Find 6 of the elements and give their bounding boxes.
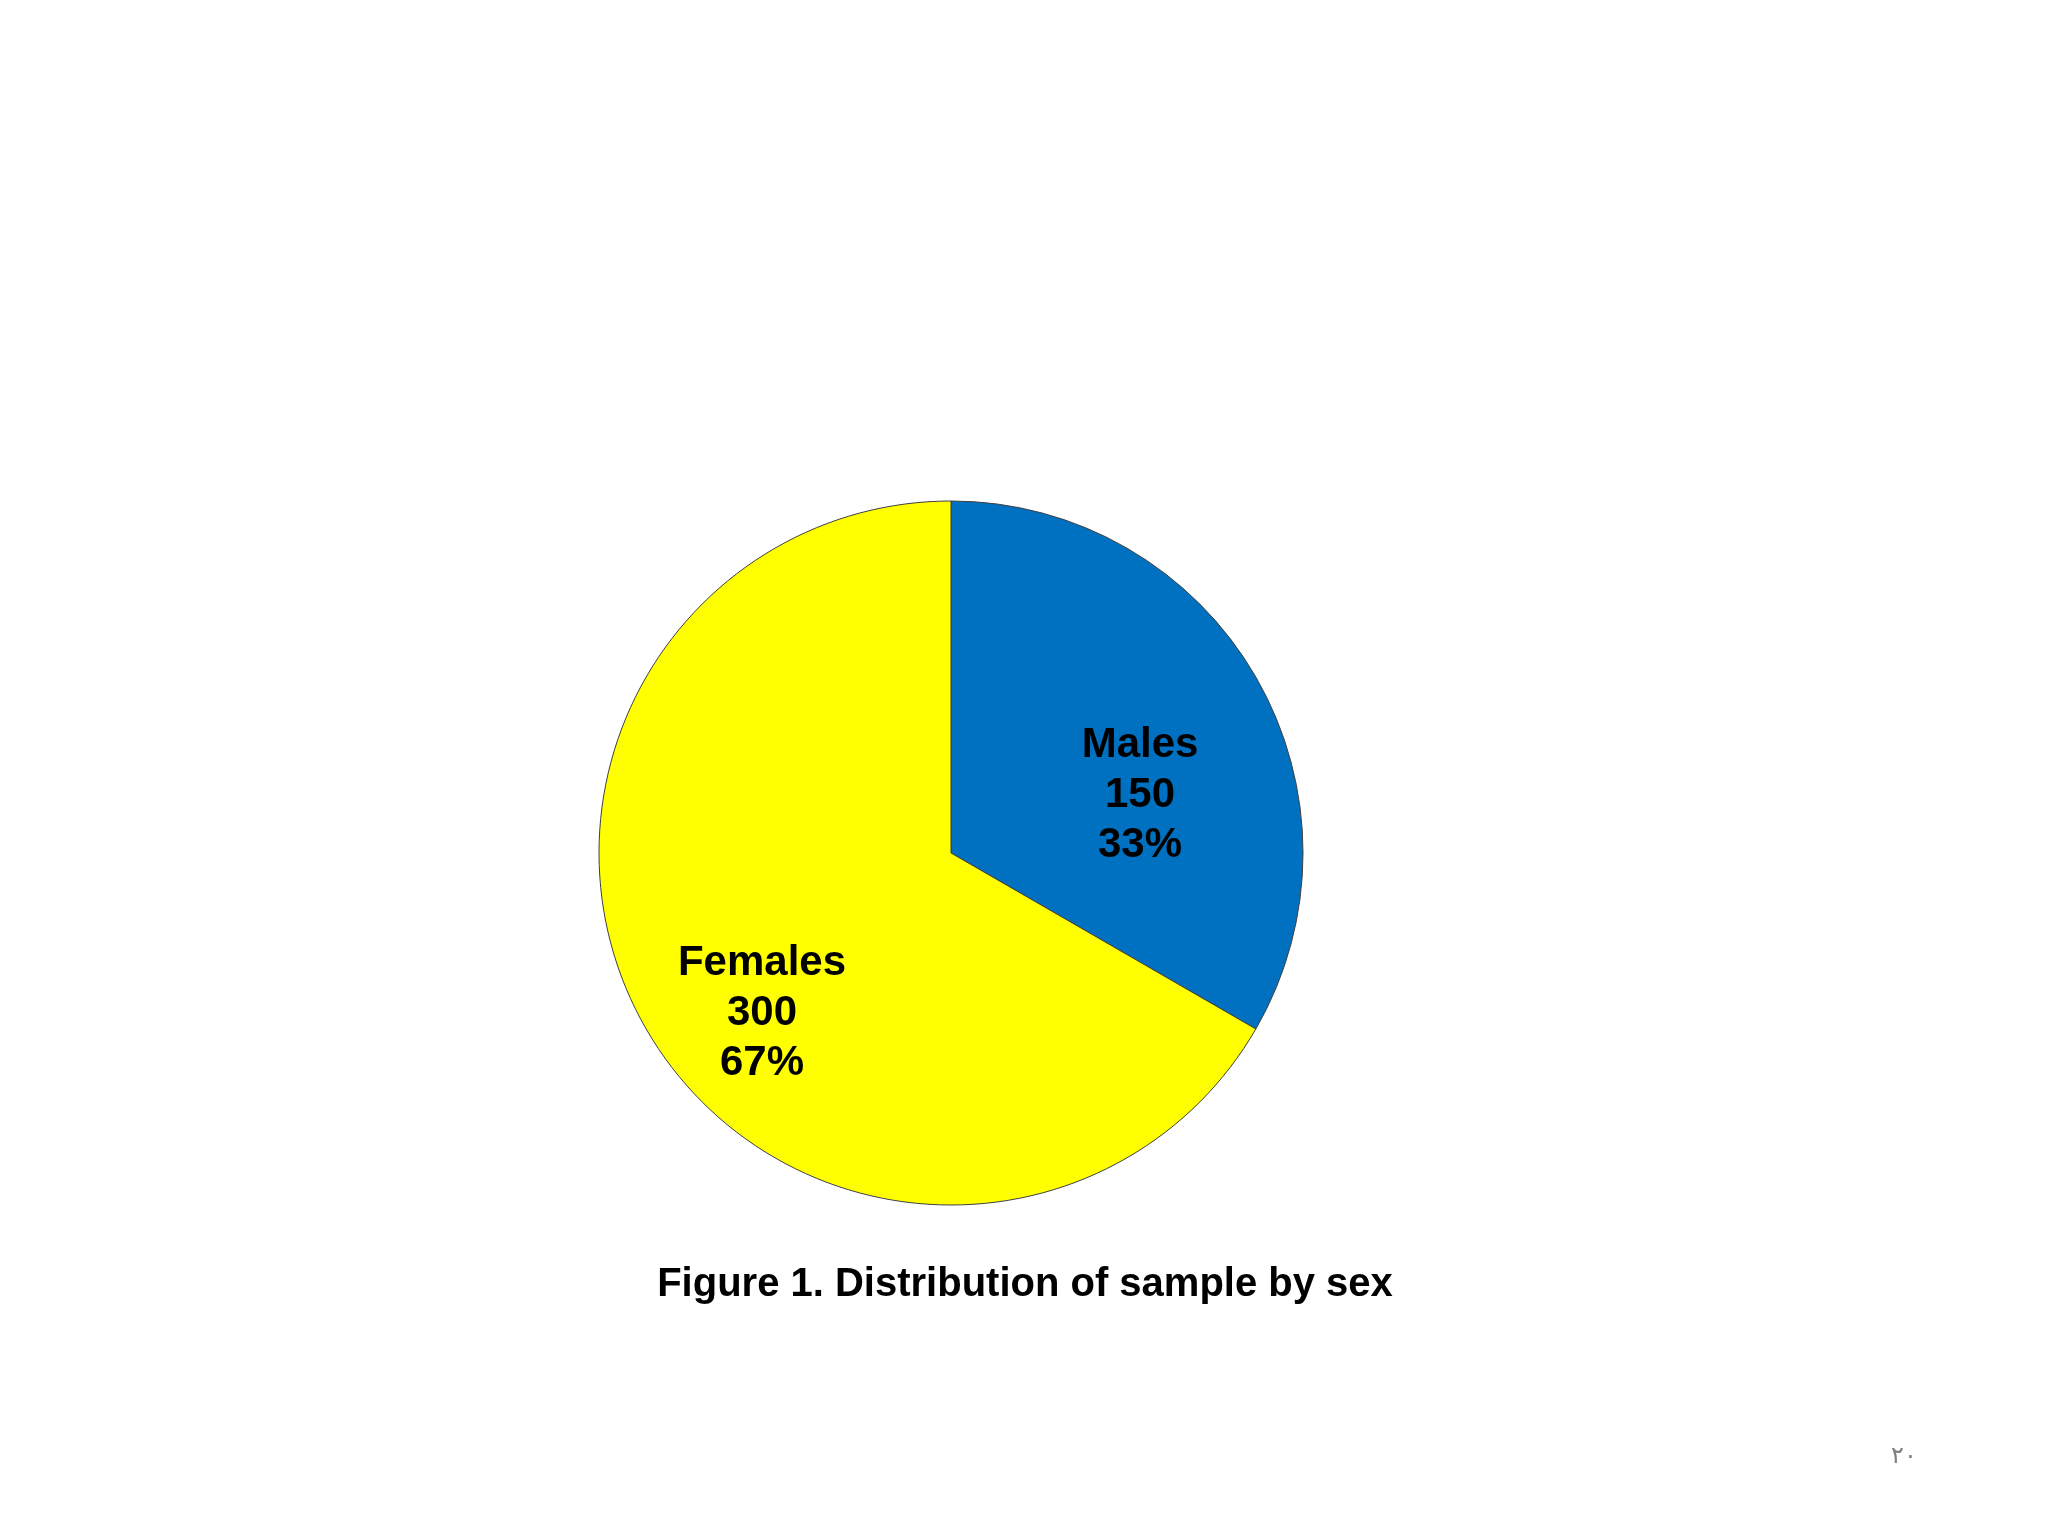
data-label: 150 33% [1097, 768, 1183, 866]
text: ٢٠ [1891, 1441, 1917, 1469]
caption: Figure 1. Distribution of sample by sex [657, 1260, 1393, 1304]
slice-label: Females [677, 937, 847, 985]
slice-label: Males [1081, 718, 1199, 766]
data-label: 300 67% [719, 987, 805, 1085]
